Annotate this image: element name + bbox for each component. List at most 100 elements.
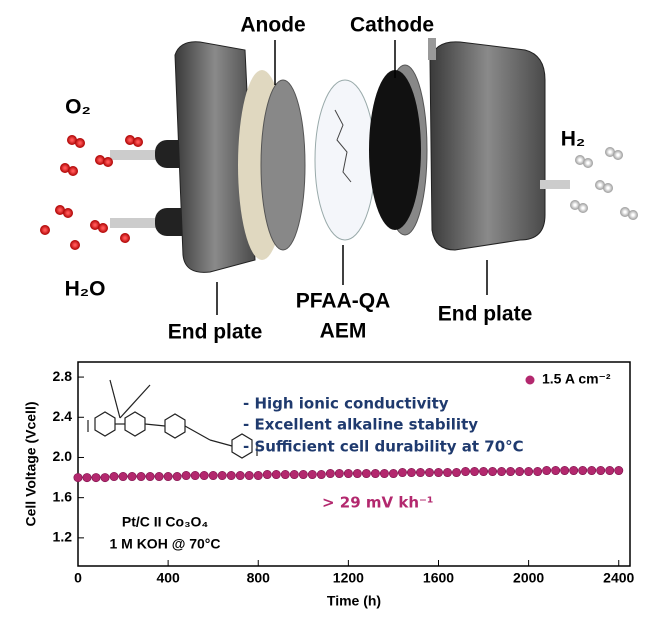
y-tick-label: 2.0 [53, 448, 73, 464]
data-point [145, 472, 155, 482]
membrane-structure [334, 109, 352, 183]
x-tick-label: 2000 [513, 570, 544, 586]
data-point [343, 469, 353, 479]
x-tick-label: 1600 [423, 570, 454, 586]
data-point [587, 466, 597, 476]
o2-molecules [40, 135, 143, 250]
data-point [172, 472, 182, 482]
data-point [488, 467, 498, 477]
data-point [91, 473, 101, 483]
data-point [334, 469, 344, 479]
pipe [540, 180, 570, 189]
data-point [235, 471, 245, 481]
plot-frame [77, 361, 631, 567]
legend-marker [525, 375, 535, 385]
data-point [506, 467, 516, 477]
data-point [199, 471, 209, 481]
data-point [280, 470, 290, 480]
label: O₂ [65, 96, 91, 119]
cell-illustration: Anode Cathode O₂ H₂O H₂ End plate PFAA-Q… [40, 14, 638, 344]
label: H₂O [65, 278, 106, 301]
data-point [605, 466, 615, 476]
annotation: > 29 mV kh⁻¹ [322, 494, 434, 512]
x-tick-label: 0 [74, 570, 82, 586]
data-point [370, 469, 380, 479]
data-point [443, 468, 453, 478]
end-plate [174, 41, 256, 273]
label: PFAA-QA [296, 290, 391, 313]
data-point [388, 469, 398, 479]
data-point [415, 468, 425, 478]
pipe [110, 150, 170, 160]
y-tick-label: 1.6 [53, 488, 73, 504]
annotation: - Sufficient cell durability at 70°C [243, 438, 524, 456]
annotation: - High ionic conductivity [243, 395, 449, 413]
data-point [181, 471, 191, 481]
data-point [533, 467, 543, 477]
data-point [100, 473, 110, 483]
data-point [424, 468, 434, 478]
annotation: - Excellent alkaline stability [243, 416, 478, 434]
y-tick-label: 2.4 [53, 408, 73, 424]
data-point [406, 468, 416, 478]
data-point [433, 468, 443, 478]
data-point [452, 468, 462, 478]
h2-molecules [570, 147, 638, 220]
end-plate [429, 41, 546, 251]
pipe [110, 218, 170, 228]
legend-label: 1.5 A cm⁻² [542, 371, 611, 387]
polymer-structure [87, 379, 258, 459]
data-point [578, 466, 588, 476]
data-point [325, 469, 335, 479]
data-point [208, 471, 218, 481]
label: End plate [438, 303, 533, 326]
data-point [352, 469, 362, 479]
data-point [289, 470, 299, 480]
data-point [515, 467, 525, 477]
data-point [136, 472, 146, 482]
label: AEM [320, 320, 367, 343]
data-point [379, 469, 389, 479]
data-point [524, 467, 534, 477]
chart: 0 400 800 1200 1600 2000 2400 1.2 1.6 2.0 2.4 2.8 Ti… [23, 361, 635, 609]
data-point [497, 467, 507, 477]
data-point [226, 471, 236, 481]
data-point [560, 466, 570, 476]
cathode-layer [369, 70, 421, 230]
data-point [154, 472, 164, 482]
data-point [298, 470, 308, 480]
x-tick-label: 400 [156, 570, 180, 586]
x-tick-label: 800 [247, 570, 271, 586]
label: Cathode [350, 14, 434, 37]
data-point [127, 472, 137, 482]
data-point [190, 471, 200, 481]
data-point [163, 472, 173, 482]
data-point [551, 466, 561, 476]
label: H₂ [561, 128, 586, 151]
data-point [569, 466, 579, 476]
data-point [109, 472, 119, 482]
data-point [262, 470, 272, 480]
data-point [253, 471, 263, 481]
y-axis-title: Cell Voltage (Vcell) [23, 402, 39, 527]
data-point [307, 470, 317, 480]
data-point [542, 466, 552, 476]
y-tick-label: 1.2 [53, 529, 73, 545]
data-point [244, 471, 254, 481]
label: End plate [168, 321, 263, 344]
data-point [271, 470, 281, 480]
data-point [397, 468, 407, 478]
x-axis-title: Time (h) [327, 593, 381, 609]
data-point [73, 473, 83, 483]
label: Anode [240, 14, 305, 37]
x-tick-label: 2400 [603, 570, 634, 586]
data-point [479, 467, 489, 477]
leader-lines [216, 40, 488, 315]
x-tick-label: 1200 [333, 570, 364, 586]
data-point [614, 466, 624, 476]
data-point [217, 471, 227, 481]
data-point [461, 467, 471, 477]
data-point [470, 467, 480, 477]
annotation: 1 M KOH @ 70°C [109, 536, 220, 552]
